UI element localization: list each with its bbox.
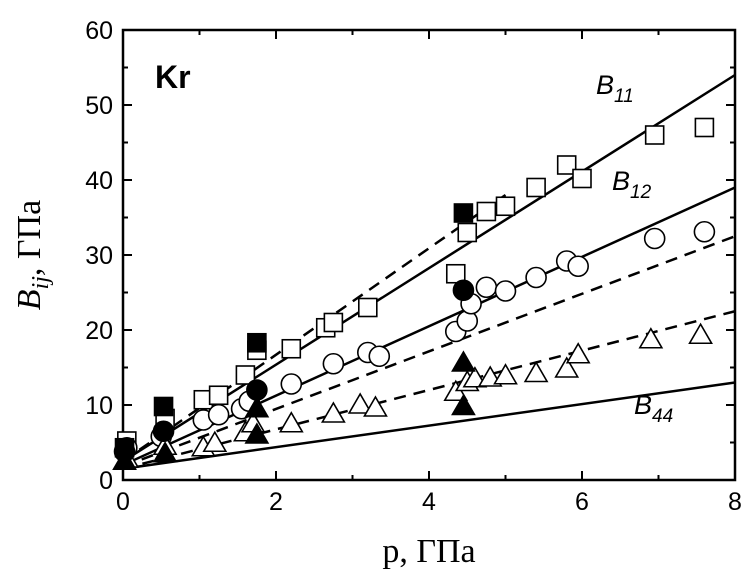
x-tick-label: 4 xyxy=(422,488,436,516)
open-point-b44 xyxy=(363,395,388,417)
y-tick-label: 0 xyxy=(99,467,113,495)
open-point-b11 xyxy=(526,177,546,198)
x-tick-label: 0 xyxy=(116,488,130,516)
y-tick-label: 40 xyxy=(85,167,113,195)
open-point-b44 xyxy=(202,430,228,453)
open-point-b44 xyxy=(347,392,373,414)
open-point-b44 xyxy=(554,356,580,378)
open-point-b12 xyxy=(643,227,666,250)
filled-point-b44 xyxy=(112,448,137,471)
open-point-b11 xyxy=(694,117,715,138)
panel-label: Kr xyxy=(155,59,191,95)
filled-point-b44 xyxy=(244,396,270,418)
open-point-b44 xyxy=(565,342,591,364)
open-point-b11 xyxy=(457,222,478,243)
filled-point-b44 xyxy=(152,441,178,463)
x-tick-label: 6 xyxy=(575,488,589,516)
open-point-b44 xyxy=(688,322,713,345)
open-point-b11 xyxy=(323,312,344,333)
filled-point-b44 xyxy=(451,350,476,372)
open-point-b11 xyxy=(235,365,256,385)
open-point-b44 xyxy=(523,360,549,383)
curve-label-b44: B44 xyxy=(634,390,673,427)
filled-point-b11 xyxy=(247,332,267,353)
x-axis-title: p, ГПа xyxy=(382,533,475,570)
y-tick-label: 50 xyxy=(85,92,113,120)
open-point-b12 xyxy=(567,255,589,278)
open-point-b44 xyxy=(493,363,518,385)
dashed-line-b11 xyxy=(122,193,507,463)
dashed-line-b12 xyxy=(122,235,736,468)
open-point-b12 xyxy=(368,345,391,368)
open-point-b44 xyxy=(278,411,304,433)
filled-point-b11 xyxy=(453,203,474,223)
open-point-b44 xyxy=(462,366,488,388)
y-tick-label: 30 xyxy=(85,242,113,270)
axis-ticks xyxy=(122,29,736,481)
filled-point-b11 xyxy=(153,396,174,417)
tick-labels: 0 2 4 6 8 0 10 20 30 40 50 60 xyxy=(85,17,742,516)
filled-point-b12 xyxy=(152,420,175,443)
y-tick-label: 20 xyxy=(85,317,113,345)
open-point-b12 xyxy=(475,276,498,299)
filled-point-b12 xyxy=(452,279,475,302)
open-point-b11 xyxy=(495,196,516,217)
curve-label-b12: B12 xyxy=(612,166,652,203)
open-point-b12 xyxy=(525,266,547,289)
open-point-b44 xyxy=(320,401,346,423)
open-point-b12 xyxy=(322,352,345,375)
curve-label-b11: B11 xyxy=(596,70,634,107)
filled-point-b44 xyxy=(244,422,270,444)
open-point-b11 xyxy=(644,125,665,145)
dashed-line-b44 xyxy=(122,310,736,470)
x-tick-label: 2 xyxy=(269,488,283,516)
open-point-b12 xyxy=(693,220,716,243)
open-point-b11 xyxy=(476,201,497,222)
open-point-b12 xyxy=(280,373,303,395)
open-point-b11 xyxy=(208,385,229,406)
open-point-b11 xyxy=(572,168,592,189)
open-point-b11 xyxy=(357,297,378,318)
y-tick-label: 60 xyxy=(85,17,113,45)
open-point-b11 xyxy=(281,338,302,359)
filled-point-b44 xyxy=(451,393,476,416)
open-point-b12 xyxy=(207,403,230,426)
solid-line-b44 xyxy=(122,381,736,470)
data-markers xyxy=(112,117,716,471)
y-tick-label: 10 xyxy=(85,392,113,420)
open-point-b44 xyxy=(638,327,664,349)
x-tick-label: 8 xyxy=(728,488,742,516)
y-axis-title: Bij, ГПа xyxy=(11,200,54,310)
open-point-b12 xyxy=(494,280,517,302)
open-point-b11 xyxy=(556,155,577,175)
